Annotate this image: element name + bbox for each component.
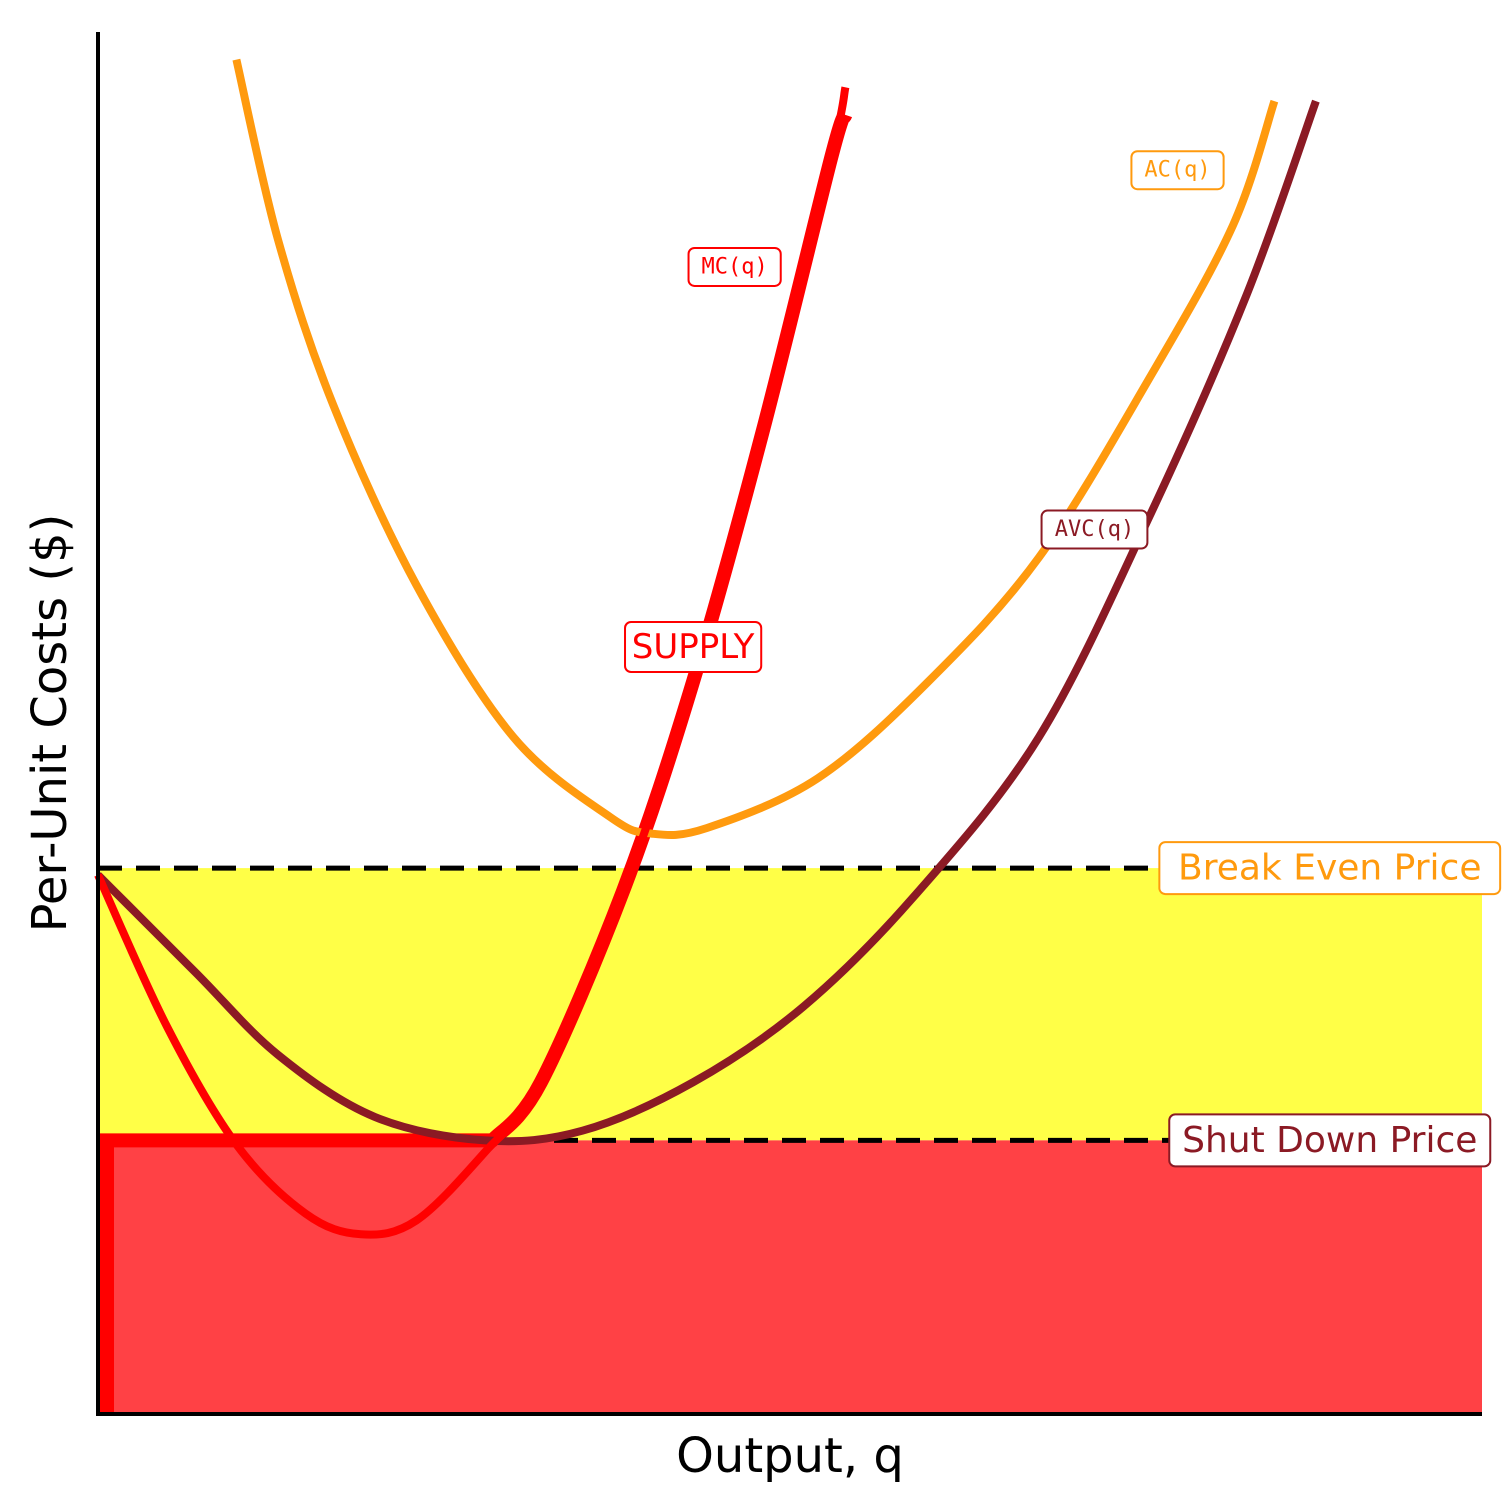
supply-label: SUPPLY: [624, 620, 763, 673]
ac-q-curve: [232, 58, 1279, 840]
supply-label-text: SUPPLY: [632, 627, 755, 667]
supply-label-box: [624, 620, 763, 673]
x-axis-title: Output, q: [676, 1428, 904, 1484]
avc-label: AVC(q): [1040, 509, 1149, 550]
mc-label-text: MC(q): [702, 254, 768, 279]
curve-labels: MC(q) AC(q) AVC(q) SUPPLY Break Even Price Sh…: [624, 150, 1502, 1168]
yellow-band-region: [98, 868, 1482, 1141]
shutdown-label-text: Shut Down Price: [1182, 1120, 1477, 1161]
axes: [96, 32, 1482, 1416]
y-axis-title: Per-Unit Costs ($): [22, 514, 78, 933]
ac-label: AC(q): [1130, 150, 1225, 191]
avc-q-curve: [95, 99, 1320, 1146]
red-band-region: [98, 1140, 1482, 1414]
breakeven-label-box: [1158, 841, 1502, 896]
ac-label-text: AC(q): [1144, 158, 1210, 183]
avc-label-text: AVC(q): [1055, 517, 1134, 542]
breakeven-label: Break Even Price: [1158, 841, 1502, 896]
mc-label: MC(q): [687, 246, 782, 287]
ac-label-box: [1130, 150, 1225, 191]
shutdown-label: Shut Down Price: [1168, 1113, 1492, 1168]
breakeven-label-text: Break Even Price: [1178, 848, 1482, 889]
shutdown-label-box: [1168, 1113, 1492, 1168]
curves: [94, 58, 1320, 1414]
mc-q-curve: [94, 86, 850, 1239]
avc-label-box: [1040, 509, 1149, 550]
mc-label-box: [687, 246, 782, 287]
